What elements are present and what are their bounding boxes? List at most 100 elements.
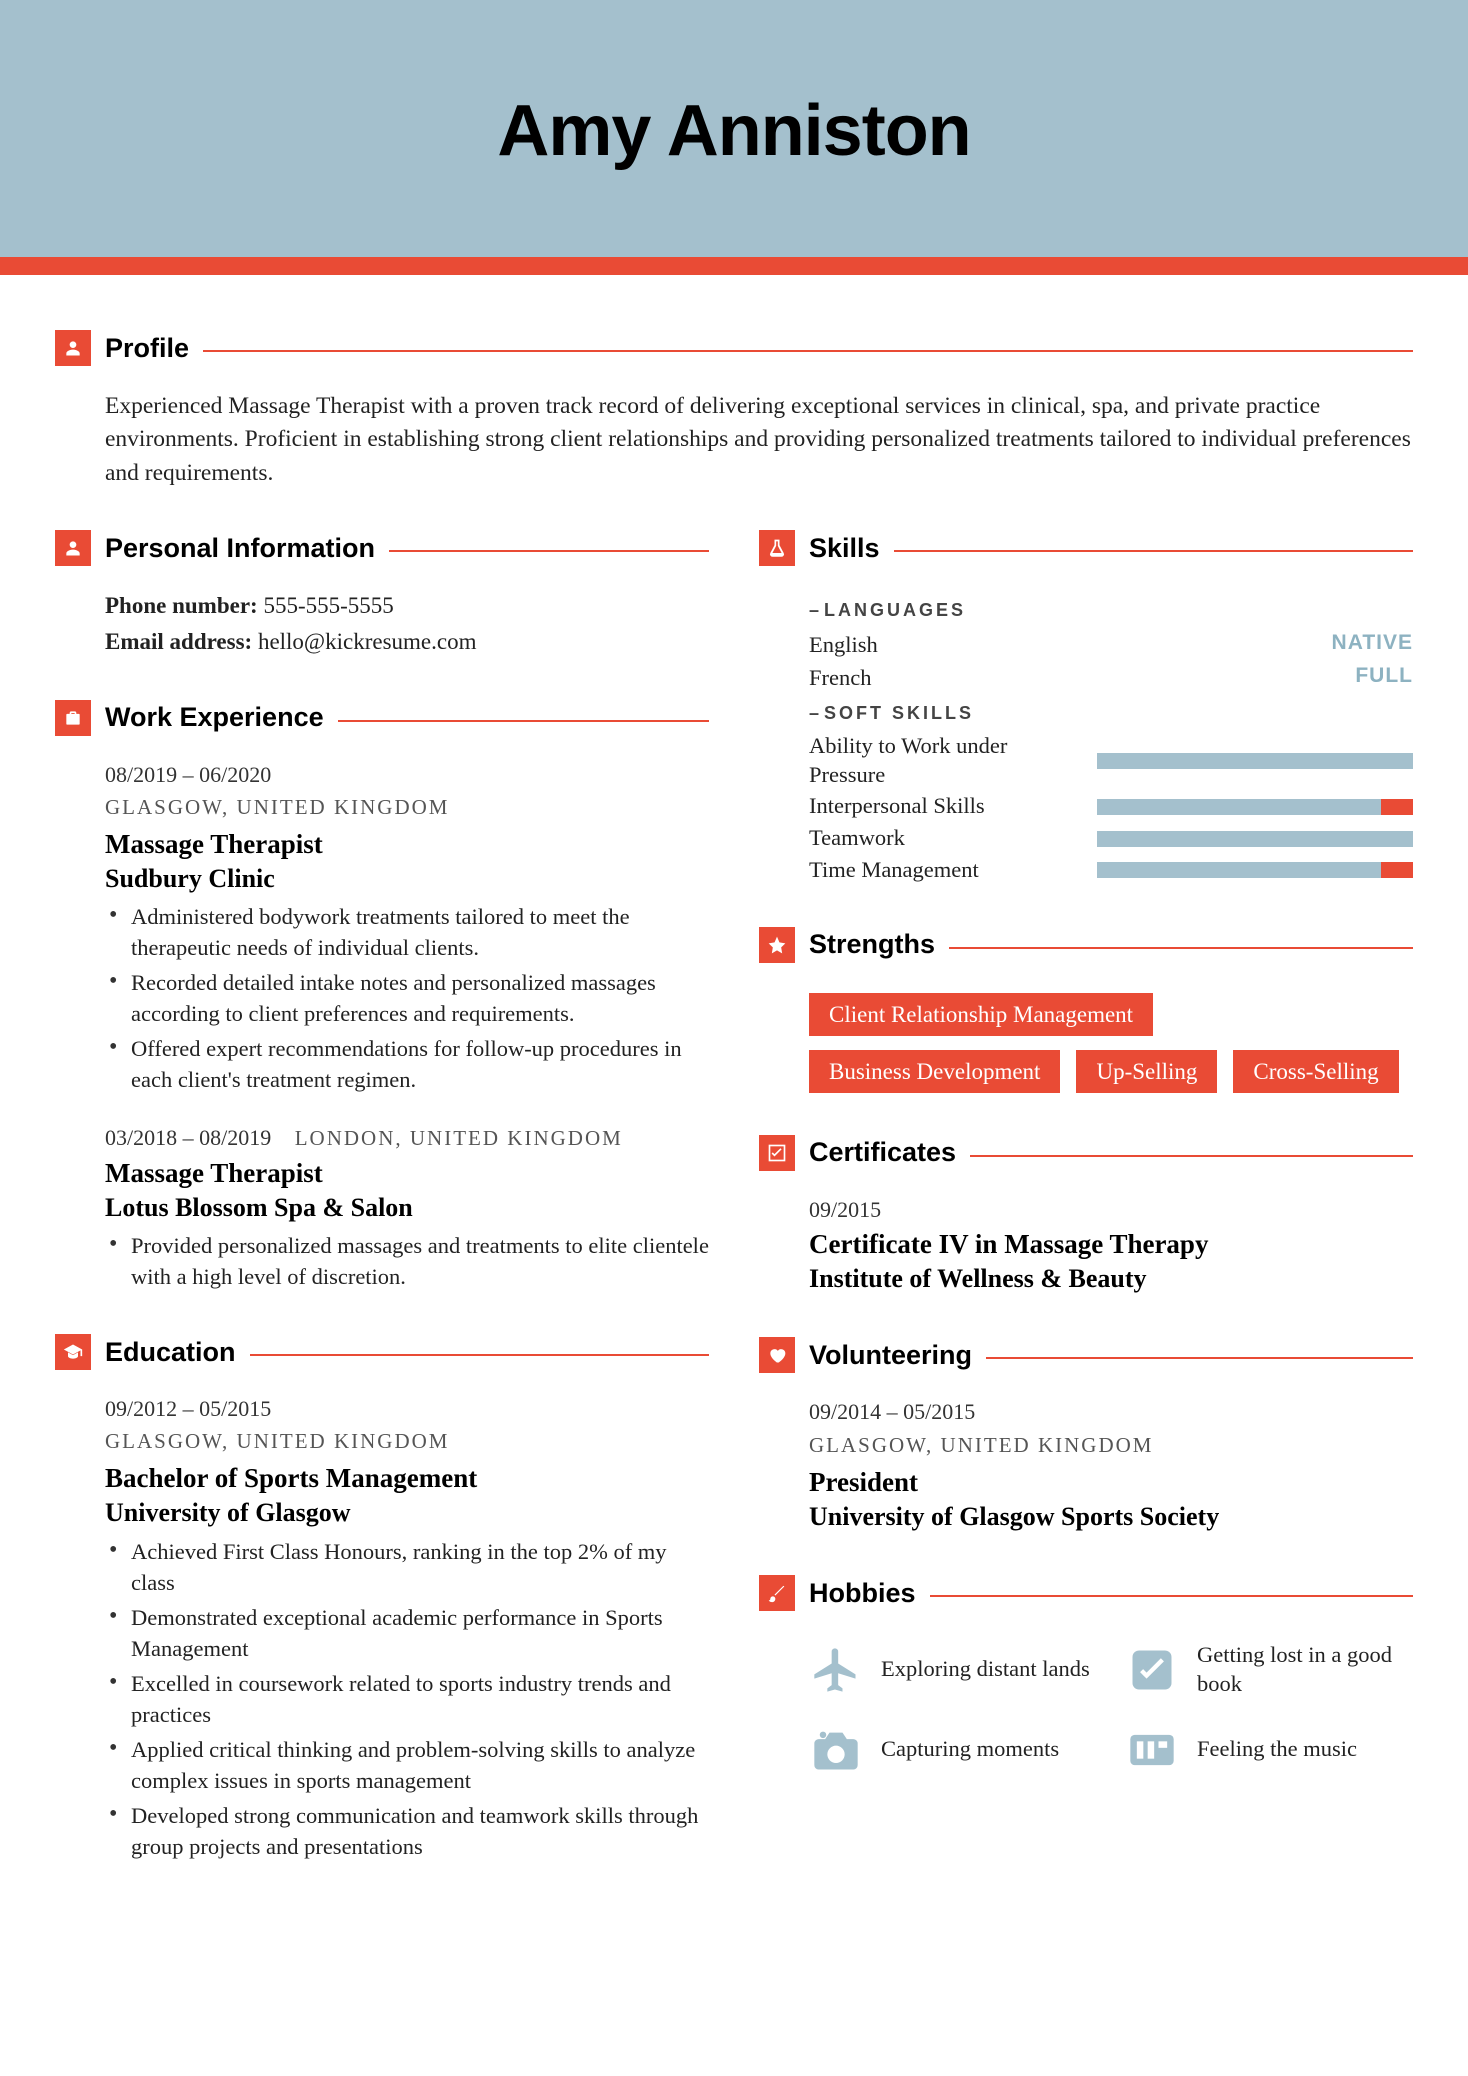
skill-name: Time Management xyxy=(809,856,1079,885)
edu-dates: 09/2012 – 05/2015 xyxy=(105,1394,709,1424)
work-org: Sudbury Clinic xyxy=(105,863,709,896)
edu-location: GLASGOW, UNITED KINGDOM xyxy=(105,1427,709,1456)
languages-header: LANGUAGES xyxy=(809,598,1413,623)
ribbon-icon xyxy=(759,1135,795,1171)
section-personal: Personal Information Phone number: 555-5… xyxy=(55,530,709,657)
section-hobbies: Hobbies Exploring distant lands xyxy=(759,1575,1413,1777)
cert-dates: 09/2015 xyxy=(809,1195,1413,1225)
lang-level: FULL xyxy=(1355,662,1413,693)
cert-org: Institute of Wellness & Beauty xyxy=(809,1263,1413,1296)
strength-tag: Business Development xyxy=(809,1050,1060,1093)
skill-bar xyxy=(1097,831,1413,847)
section-education: Education 09/2012 – 05/2015 GLASGOW, UNI… xyxy=(55,1334,709,1862)
soft-skills-header: SOFT SKILLS xyxy=(809,701,1413,726)
resume-name: Amy Anniston xyxy=(0,90,1468,172)
music-icon xyxy=(1125,1723,1179,1777)
list-item: Applied critical thinking and problem-so… xyxy=(105,1734,709,1796)
hobby-label: Getting lost in a good book xyxy=(1197,1641,1413,1699)
work-dates-loc: 03/2018 – 08/2019 LONDON, UNITED KINGDOM xyxy=(105,1123,709,1153)
email-value: hello@kickresume.com xyxy=(258,629,477,654)
language-row: English NATIVE xyxy=(809,629,1413,660)
briefcase-icon xyxy=(55,700,91,736)
right-column: Skills LANGUAGES English NATIVE French F… xyxy=(759,530,1413,1866)
email-row: Email address: hello@kickresume.com xyxy=(105,626,709,658)
section-profile: Profile Experienced Massage Therapist wi… xyxy=(55,330,1413,490)
person-icon xyxy=(55,330,91,366)
strength-tag: Cross-Selling xyxy=(1233,1050,1398,1093)
section-skills: Skills LANGUAGES English NATIVE French F… xyxy=(759,530,1413,885)
hobby-item: Feeling the music xyxy=(1125,1723,1413,1777)
vol-dates: 09/2014 – 05/2015 xyxy=(809,1397,1413,1427)
profile-body: Experienced Massage Therapist with a pro… xyxy=(55,376,1413,490)
phone-value: 555-555-5555 xyxy=(263,593,393,618)
star-icon xyxy=(759,927,795,963)
volunteer-entry: 09/2014 – 05/2015 GLASGOW, UNITED KINGDO… xyxy=(809,1397,1413,1533)
hobby-item: Capturing moments xyxy=(809,1723,1097,1777)
phone-row: Phone number: 555-555-5555 xyxy=(105,590,709,622)
section-strengths: Strengths Client Relationship Management… xyxy=(759,927,1413,1093)
list-item: Demonstrated exceptional academic perfor… xyxy=(105,1602,709,1664)
hobby-label: Exploring distant lands xyxy=(881,1655,1090,1684)
vol-org: University of Glasgow Sports Society xyxy=(809,1501,1413,1534)
list-item: Developed strong communication and teamw… xyxy=(105,1800,709,1862)
section-title: Strengths xyxy=(809,929,935,960)
section-title: Education xyxy=(105,1337,236,1368)
hobby-label: Capturing moments xyxy=(881,1735,1059,1764)
work-role: Massage Therapist xyxy=(105,1157,709,1191)
left-column: Personal Information Phone number: 555-5… xyxy=(55,530,709,1866)
accent-bar xyxy=(0,257,1468,275)
strength-tag: Client Relationship Management xyxy=(809,993,1153,1036)
plane-icon xyxy=(809,1643,863,1697)
language-row: French FULL xyxy=(809,662,1413,693)
skill-name: Teamwork xyxy=(809,824,1079,853)
graduation-icon xyxy=(55,1334,91,1370)
list-item: Achieved First Class Honours, ranking in… xyxy=(105,1536,709,1598)
hobby-grid: Exploring distant lands Getting lost in … xyxy=(809,1635,1413,1777)
list-item: Administered bodywork treatments tailore… xyxy=(105,901,709,963)
section-title: Volunteering xyxy=(809,1340,972,1371)
lang-level: NATIVE xyxy=(1332,629,1413,660)
hobby-item: Getting lost in a good book xyxy=(1125,1641,1413,1699)
section-title: Work Experience xyxy=(105,702,324,733)
certificate-entry: 09/2015 Certificate IV in Massage Therap… xyxy=(809,1195,1413,1296)
section-work: Work Experience 08/2019 – 06/2020 GLASGO… xyxy=(55,700,709,1293)
work-location: GLASGOW, UNITED KINGDOM xyxy=(105,793,709,822)
phone-label: Phone number: xyxy=(105,593,258,618)
strength-tags: Client Relationship Management Business … xyxy=(809,987,1413,1093)
flask-icon xyxy=(759,530,795,566)
skill-name: Interpersonal Skills xyxy=(809,792,1079,821)
strength-tag: Up-Selling xyxy=(1076,1050,1217,1093)
camera-icon xyxy=(809,1723,863,1777)
profile-text: Experienced Massage Therapist with a pro… xyxy=(105,390,1413,490)
work-bullets: Administered bodywork treatments tailore… xyxy=(105,901,709,1095)
edu-bullets: Achieved First Class Honours, ranking in… xyxy=(105,1536,709,1862)
section-title: Profile xyxy=(105,333,189,364)
lang-name: French xyxy=(809,662,871,693)
cert-name: Certificate IV in Massage Therapy xyxy=(809,1228,1413,1262)
work-entry: 03/2018 – 08/2019 LONDON, UNITED KINGDOM… xyxy=(105,1123,709,1292)
skill-row: Teamwork xyxy=(809,824,1413,853)
list-item: Recorded detailed intake notes and perso… xyxy=(105,967,709,1029)
work-org: Lotus Blossom Spa & Salon xyxy=(105,1192,709,1225)
hobby-item: Exploring distant lands xyxy=(809,1641,1097,1699)
section-title: Certificates xyxy=(809,1137,956,1168)
person-icon xyxy=(55,530,91,566)
work-location-inline: LONDON, UNITED KINGDOM xyxy=(295,1126,623,1150)
section-title: Hobbies xyxy=(809,1578,916,1609)
section-header: Profile xyxy=(55,330,1413,366)
edu-degree: Bachelor of Sports Management xyxy=(105,1462,709,1496)
list-item: Offered expert recommendations for follo… xyxy=(105,1033,709,1095)
book-icon xyxy=(1125,1643,1179,1697)
content: Profile Experienced Massage Therapist wi… xyxy=(0,275,1468,1936)
section-title: Personal Information xyxy=(105,533,375,564)
brush-icon xyxy=(759,1575,795,1611)
skill-name: Ability to Work under Pressure xyxy=(809,732,1079,790)
work-role: Massage Therapist xyxy=(105,828,709,862)
skill-bar xyxy=(1097,799,1413,815)
skill-bar xyxy=(1097,753,1413,769)
skill-row: Interpersonal Skills xyxy=(809,792,1413,821)
skill-bar xyxy=(1097,862,1413,878)
vol-location: GLASGOW, UNITED KINGDOM xyxy=(809,1431,1413,1460)
heart-icon xyxy=(759,1337,795,1373)
lang-name: English xyxy=(809,629,878,660)
